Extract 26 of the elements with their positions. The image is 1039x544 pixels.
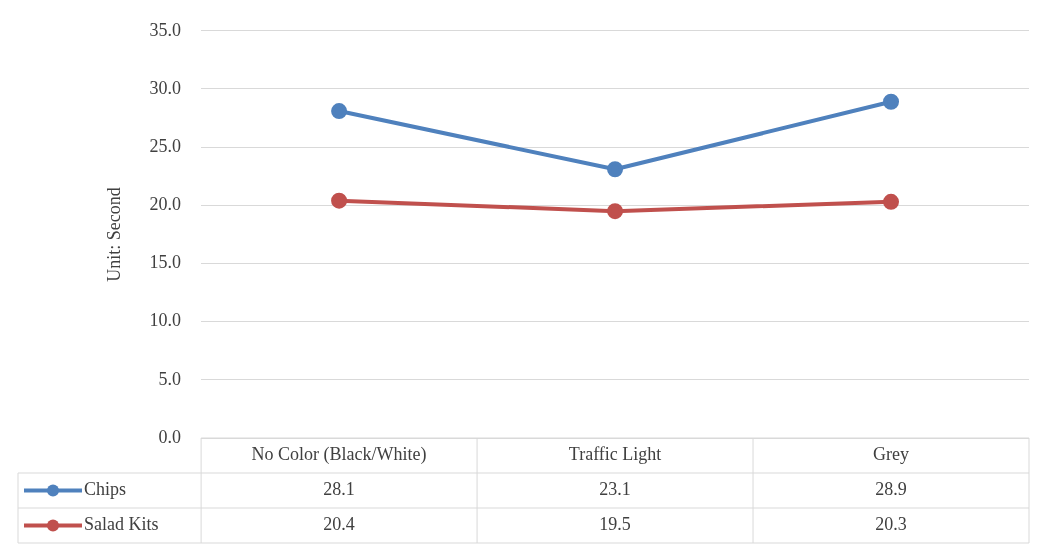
x-tick-label: Traffic Light xyxy=(568,444,662,465)
point xyxy=(607,161,624,178)
data-label: 20.4 xyxy=(323,514,355,535)
x-tick-label: Grey xyxy=(873,444,910,465)
y-tick-label: 20.0 xyxy=(149,194,182,215)
y-tick-label: 15.0 xyxy=(149,252,182,273)
legend-label: Chips xyxy=(84,479,127,500)
x-tick-label: No Color (Black/White) xyxy=(251,444,427,466)
point xyxy=(607,203,624,220)
y-tick-label: 35.0 xyxy=(149,19,182,40)
y-tick-label: 5.0 xyxy=(158,368,182,389)
y-tick-label: 25.0 xyxy=(149,135,182,156)
y-axis-title: Unit: Second xyxy=(103,187,124,282)
point xyxy=(883,193,900,210)
y-tick-label: 30.0 xyxy=(149,77,182,98)
data-label: 23.1 xyxy=(599,479,631,500)
point xyxy=(883,93,900,110)
data-label: 20.3 xyxy=(875,514,907,535)
data-label: 28.1 xyxy=(323,479,355,500)
y-tick-label: 10.0 xyxy=(149,310,182,331)
data-label: 28.9 xyxy=(875,479,907,500)
point xyxy=(331,103,348,120)
point xyxy=(331,192,348,209)
y-tick-label: 0.0 xyxy=(158,426,182,447)
legend-label: Salad Kits xyxy=(84,514,159,535)
data-label: 19.5 xyxy=(599,514,631,535)
